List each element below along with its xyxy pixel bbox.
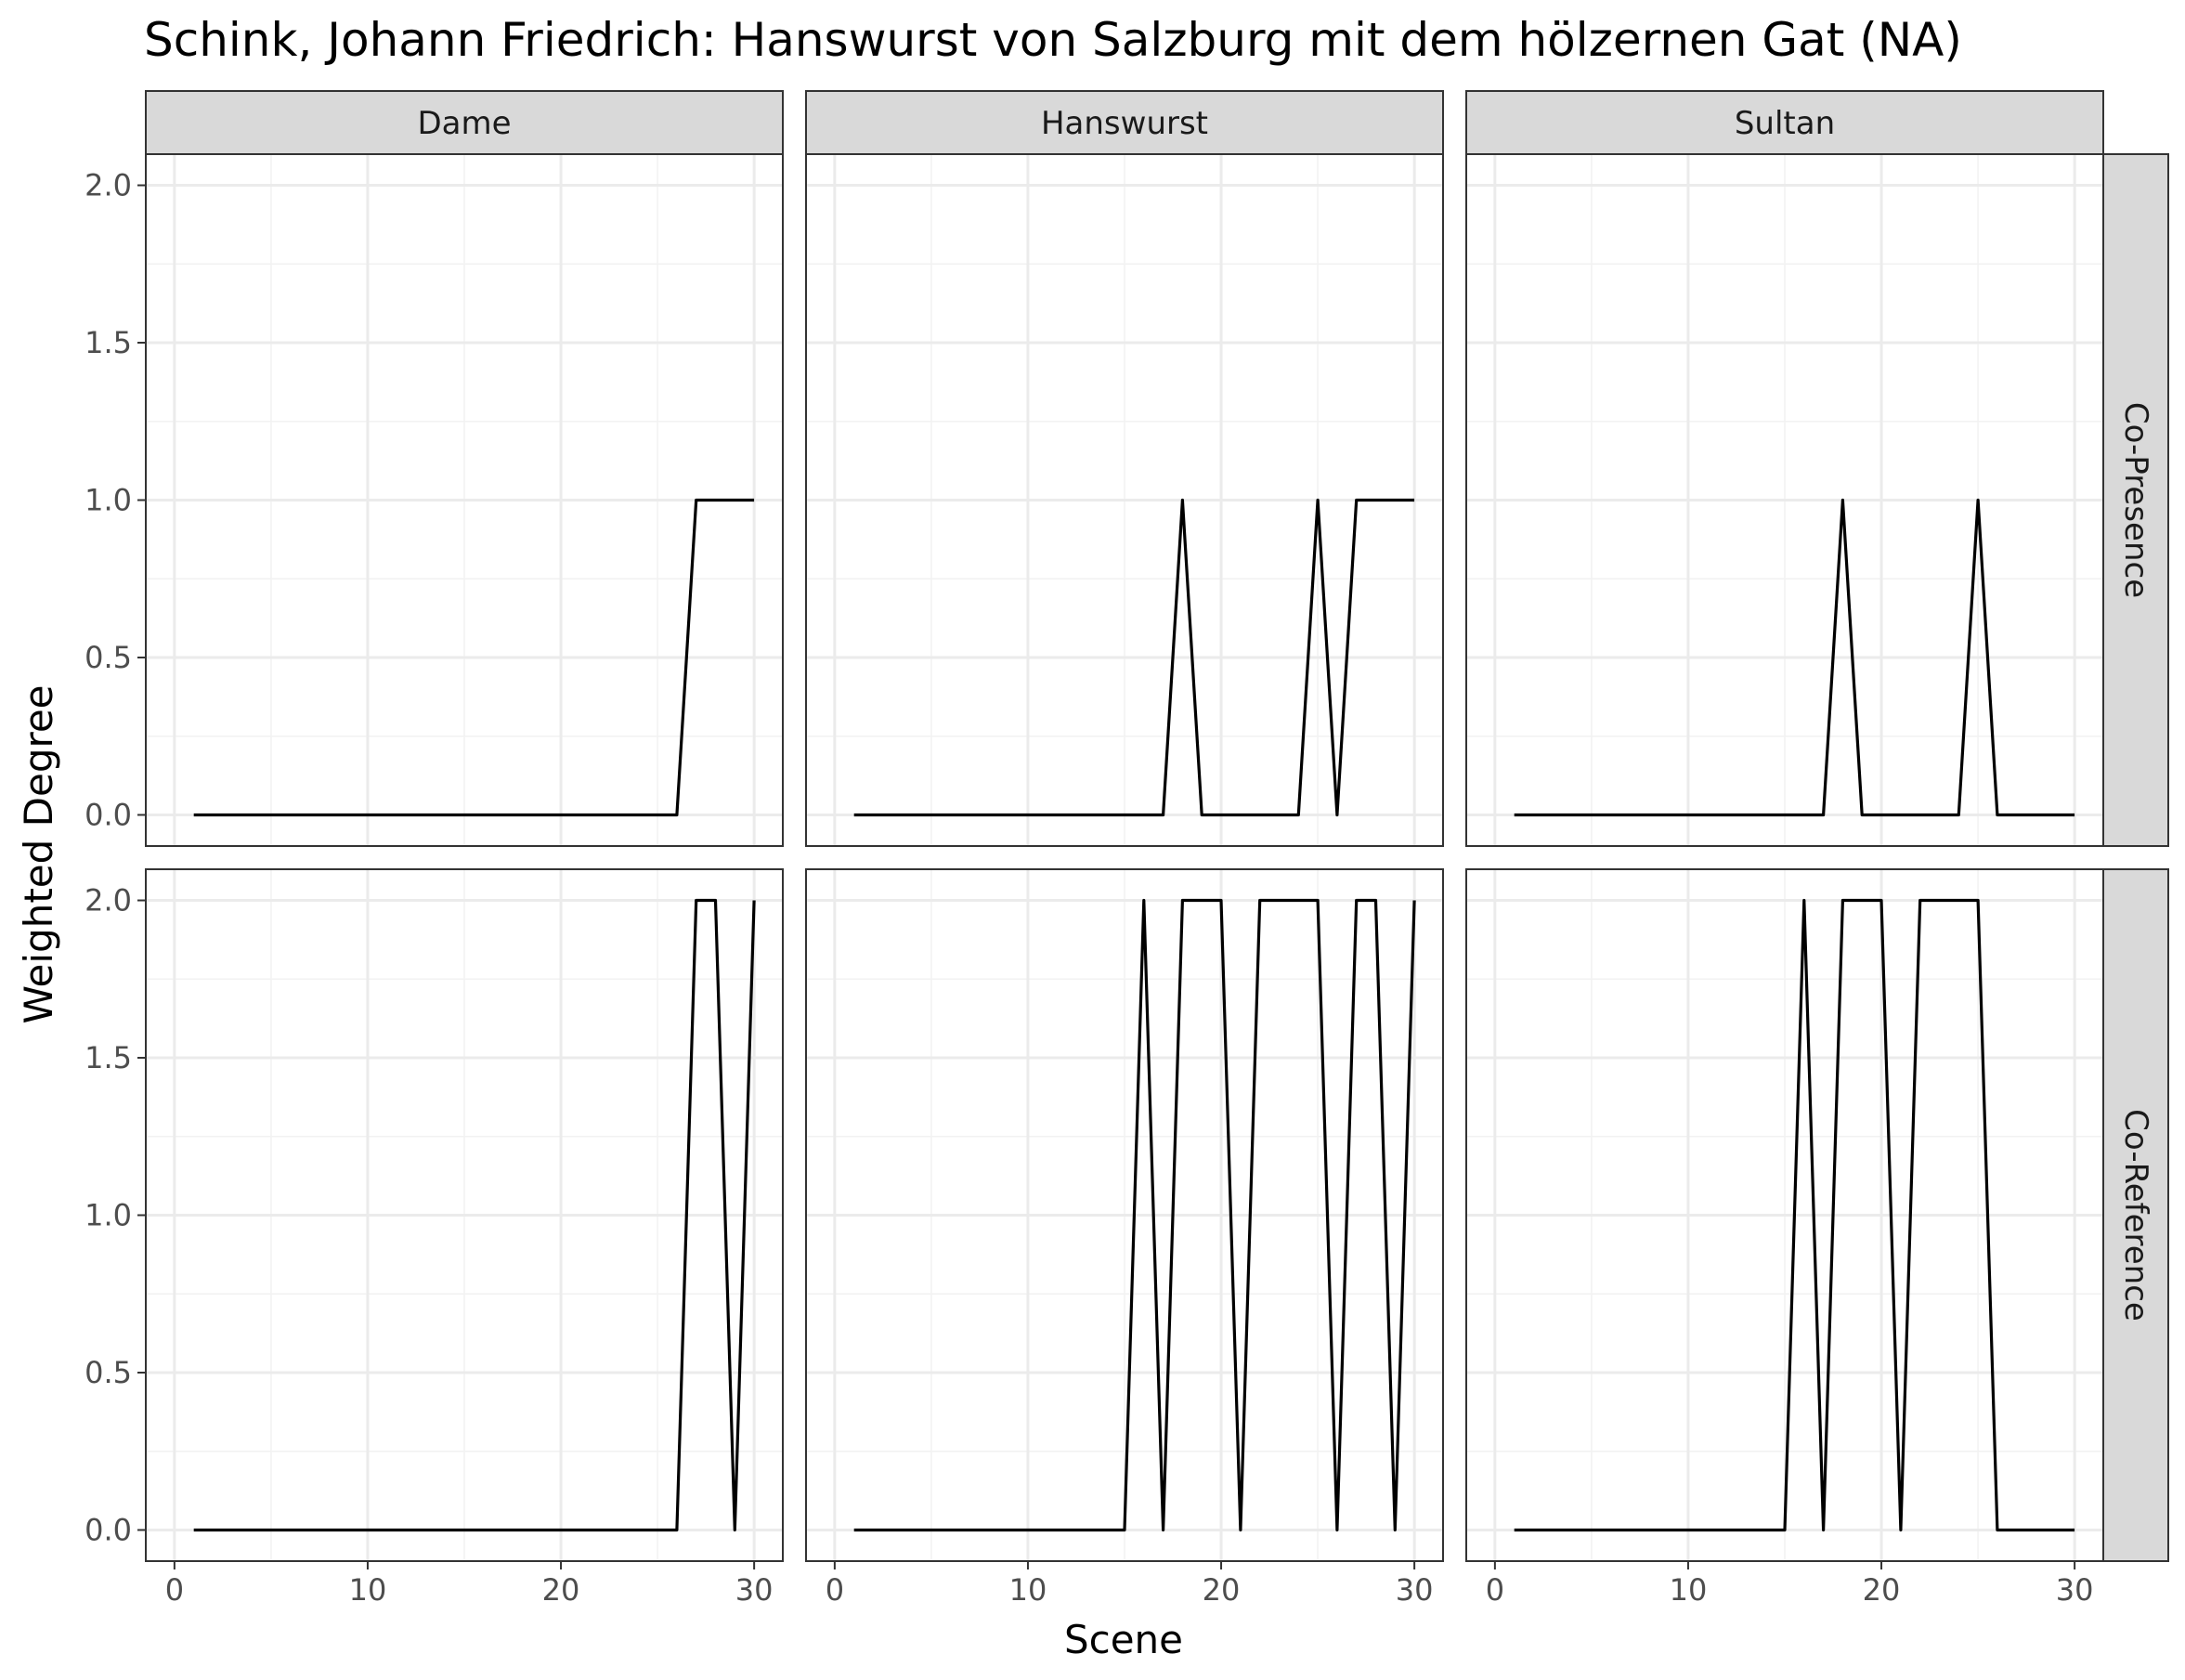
panel-border [805, 868, 1444, 1562]
chart-title: Schink, Johann Friedrich: Hanswurst von … [144, 13, 1962, 67]
y-tick-label: 1.0 [85, 483, 132, 518]
x-tick-label: 20 [1863, 1572, 1901, 1608]
x-tick-label: 20 [542, 1572, 580, 1608]
x-tick-label: 0 [165, 1572, 184, 1608]
series-line [1514, 498, 2075, 817]
series-line [193, 498, 755, 817]
panel-hanswurst-co-presence [805, 153, 1444, 847]
x-tick-label: 30 [1396, 1572, 1434, 1608]
x-tick-label: 10 [1009, 1572, 1047, 1608]
panel-sultan-co-reference: 0 10 20 30 [1465, 868, 2104, 1608]
panel-dame-co-reference: 0.0 0.5 1.0 1.5 2.0 0 10 20 30 [85, 868, 784, 1608]
panel-sultan-co-presence [1465, 153, 2104, 847]
x-tick-label: 30 [735, 1572, 774, 1608]
x-tick-label: 0 [1486, 1572, 1504, 1608]
strip-sultan [1465, 90, 2104, 155]
y-tick-label: 1.0 [85, 1198, 132, 1233]
strip-label-hanswurst: Hanswurst [1041, 105, 1208, 142]
series-line [853, 898, 1416, 1532]
strip-label-co-presence: Co-Presence [2117, 402, 2154, 598]
x-tick-label: 20 [1203, 1572, 1241, 1608]
strip-dame [145, 90, 784, 155]
panel-dame-co-presence: 0.0 0.5 1.0 1.5 2.0 [85, 153, 784, 847]
y-tick-label: 0.0 [85, 1512, 132, 1547]
strip-co-reference [2102, 868, 2169, 1562]
y-tick-label: 0.5 [85, 1355, 132, 1390]
x-axis-title: Scene [1064, 1617, 1183, 1662]
series-line [1514, 898, 2075, 1532]
strip-label-co-reference: Co-Reference [2117, 1109, 2154, 1322]
strip-hanswurst [805, 90, 1444, 155]
strip-label-sultan: Sultan [1735, 105, 1835, 142]
series-line [193, 898, 756, 1532]
y-tick-label: 1.5 [85, 325, 132, 360]
strip-label-dame: Dame [417, 105, 511, 142]
y-tick-label: 2.0 [85, 168, 132, 203]
x-tick-label: 10 [349, 1572, 387, 1608]
x-tick-label: 30 [2056, 1572, 2094, 1608]
x-tick-label: 0 [826, 1572, 844, 1608]
panel-border [1465, 868, 2104, 1562]
y-tick-label: 1.5 [85, 1040, 132, 1075]
panel-border [1465, 153, 2104, 847]
panel-grid: Dame Hanswurst Sultan Co-Presence Co-Referen… [85, 90, 2169, 1608]
x-tick-label: 10 [1670, 1572, 1708, 1608]
series-line [853, 498, 1415, 817]
y-axis-title: Weighted Degree [16, 684, 61, 1023]
strip-co-presence [2102, 153, 2169, 847]
y-tick-label: 2.0 [85, 883, 132, 918]
y-tick-label: 0.0 [85, 797, 132, 832]
panel-hanswurst-co-reference: 0 10 20 30 [805, 868, 1444, 1608]
y-tick-label: 0.5 [85, 640, 132, 675]
panel-border [805, 153, 1444, 847]
